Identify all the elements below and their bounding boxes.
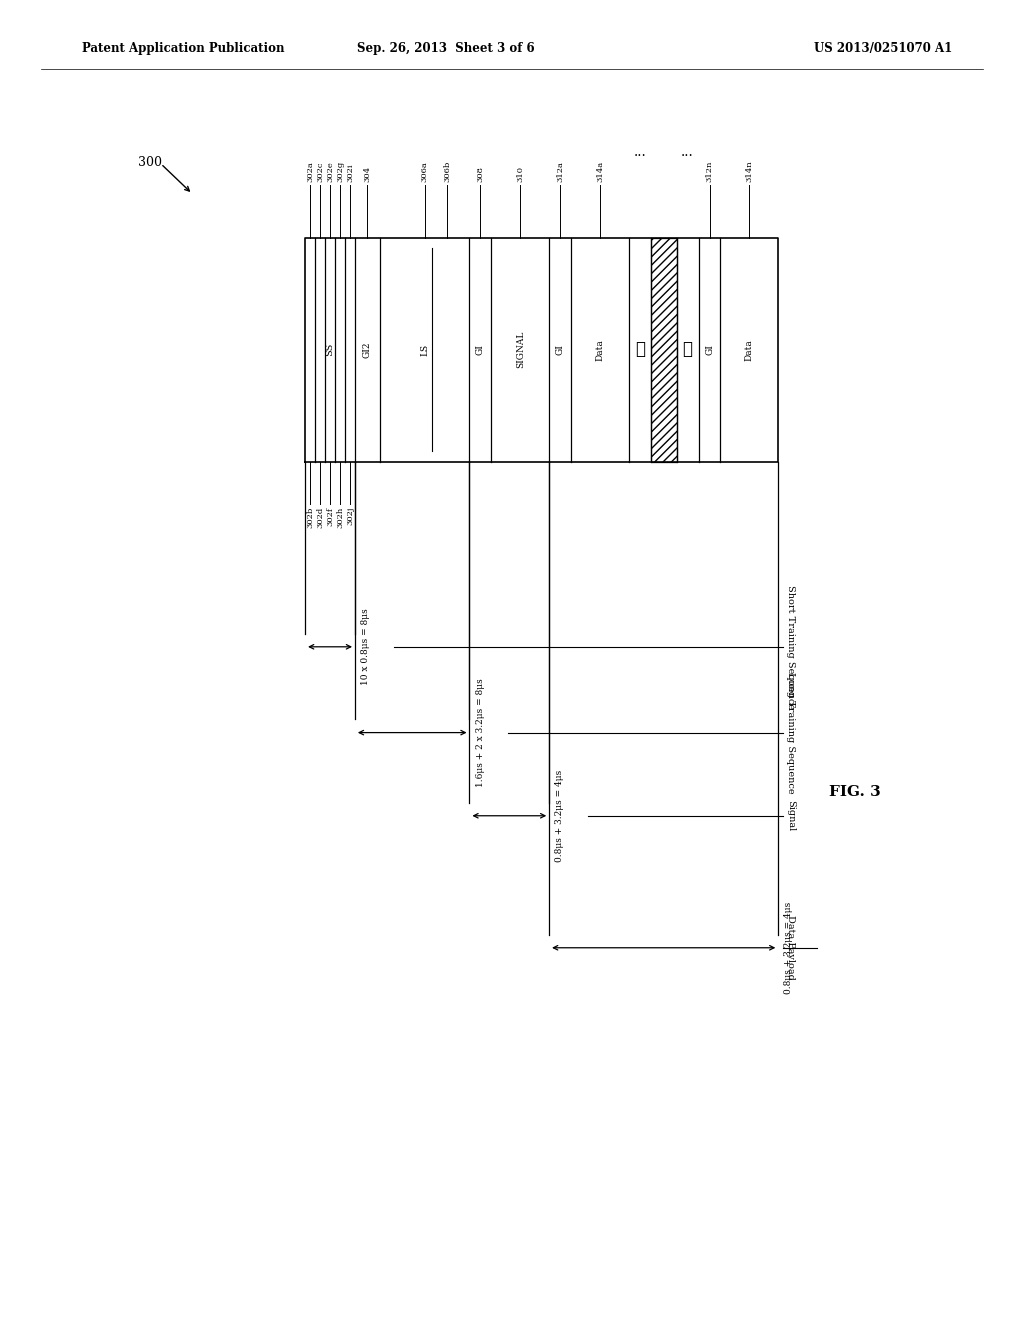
Text: Sep. 26, 2013  Sheet 3 of 6: Sep. 26, 2013 Sheet 3 of 6 <box>356 42 535 55</box>
Text: 314n: 314n <box>745 161 754 182</box>
Text: 300: 300 <box>138 156 162 169</box>
Text: GI: GI <box>476 345 485 355</box>
Bar <box>651 238 677 462</box>
Text: 302b: 302b <box>306 507 314 528</box>
Text: ...: ... <box>681 145 694 158</box>
Text: 308: 308 <box>476 166 484 182</box>
Text: 10 x 0.8μs = 8μs: 10 x 0.8μs = 8μs <box>361 609 370 685</box>
Text: 312a: 312a <box>556 161 564 182</box>
Text: 312n: 312n <box>706 161 714 182</box>
Text: Data Payload: Data Payload <box>786 915 796 981</box>
Text: Short Training Sequence: Short Training Sequence <box>786 585 796 709</box>
Text: 302e: 302e <box>326 161 334 182</box>
Text: 314a: 314a <box>596 161 604 182</box>
Text: 302c: 302c <box>316 161 324 182</box>
Text: Signal: Signal <box>786 800 796 832</box>
Text: GI: GI <box>705 345 714 355</box>
Text: 302a: 302a <box>306 161 314 182</box>
Text: 306b: 306b <box>443 161 452 182</box>
Text: Data: Data <box>744 339 754 360</box>
Text: Long Training Sequence: Long Training Sequence <box>786 672 796 793</box>
Text: ⋯: ⋯ <box>683 342 692 358</box>
Text: 304: 304 <box>364 166 372 182</box>
Text: 310: 310 <box>516 166 524 182</box>
Text: 302f: 302f <box>326 507 334 525</box>
Text: SIGNAL: SIGNAL <box>516 331 524 368</box>
Text: 302d: 302d <box>316 507 324 528</box>
Text: 1.6μs + 2 x 3.2μs = 8μs: 1.6μs + 2 x 3.2μs = 8μs <box>475 678 484 787</box>
Text: US 2013/0251070 A1: US 2013/0251070 A1 <box>814 42 952 55</box>
Text: Patent Application Publication: Patent Application Publication <box>82 42 285 55</box>
Text: FIG. 3: FIG. 3 <box>829 785 881 799</box>
Bar <box>651 238 677 462</box>
Text: 306a: 306a <box>421 161 429 182</box>
Text: Data: Data <box>596 339 604 360</box>
Text: ...: ... <box>634 145 646 158</box>
Text: 0.8μs + 3.2μs = 4μs: 0.8μs + 3.2μs = 4μs <box>555 770 564 862</box>
Text: GI: GI <box>556 345 564 355</box>
Text: 0.8μs + 3.2μs = 4μs: 0.8μs + 3.2μs = 4μs <box>784 902 794 994</box>
Text: LS: LS <box>420 343 429 356</box>
Text: 302i: 302i <box>346 164 354 182</box>
Text: 302g: 302g <box>336 161 344 182</box>
Text: GI2: GI2 <box>362 342 372 358</box>
Text: SS: SS <box>326 343 335 356</box>
Text: 302h: 302h <box>336 507 344 528</box>
Text: ⋯: ⋯ <box>635 342 645 358</box>
Text: 302j: 302j <box>346 507 354 525</box>
